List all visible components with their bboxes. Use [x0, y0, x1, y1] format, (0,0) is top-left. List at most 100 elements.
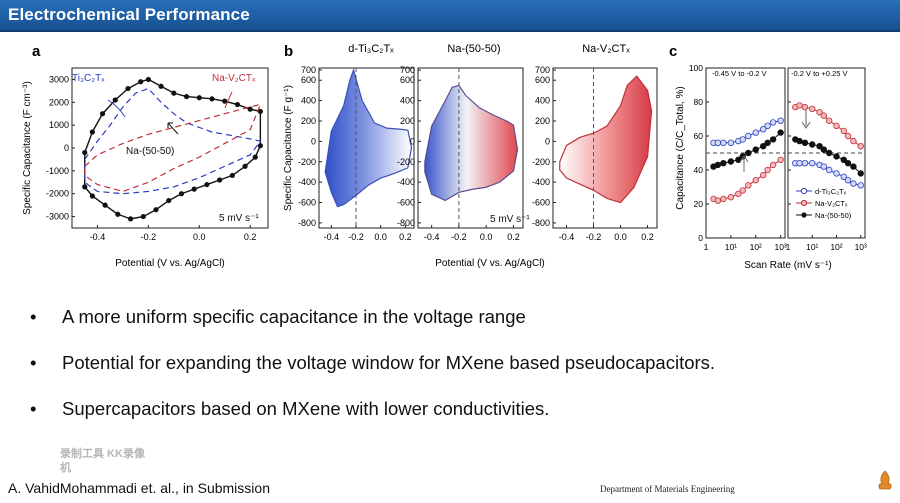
y-tick-label: 200 [535, 116, 550, 126]
data-point [739, 136, 746, 143]
data-point [809, 141, 816, 148]
data-point [840, 127, 847, 135]
y-tick-label: 400 [301, 96, 316, 106]
panel-c-window-left: -0.45 V to -0.2 V [712, 69, 767, 78]
data-point [739, 153, 746, 160]
y-tick-label: -400 [298, 177, 316, 187]
cv-area [424, 84, 519, 202]
x-tick-label: -0.4 [324, 232, 340, 242]
data-point [204, 181, 210, 188]
data-point [745, 182, 752, 189]
data-point [178, 191, 185, 197]
x-tick-label: -0.2 [141, 232, 157, 242]
data-point [752, 176, 759, 184]
x-tick-label: -0.4 [90, 232, 106, 242]
legend-marker-v [800, 199, 808, 207]
panel-a-arrow-v-icon [224, 91, 233, 109]
y-tick-label: 60 [694, 131, 704, 141]
y-tick-label: 0 [545, 136, 550, 146]
data-point [171, 90, 177, 96]
data-point [769, 119, 777, 126]
slide-title: Electrochemical Performance [8, 5, 250, 24]
data-point [222, 98, 228, 104]
panel-c-legend-ti: d-Ti₃C₂Tₓ [815, 187, 847, 196]
panel-a-arrow-ti-icon [107, 99, 126, 118]
data-point [714, 161, 722, 169]
data-point [183, 93, 190, 100]
university-logo-icon [878, 470, 892, 490]
y-tick-label: -200 [298, 157, 316, 167]
data-point [769, 136, 777, 143]
x-tick-label: -0.2 [451, 232, 467, 242]
data-point [125, 85, 131, 92]
panel-a-legend-v: Na-V₂CTₓ [212, 73, 256, 84]
legend-marker-mix [801, 212, 807, 218]
x-tick-label: 0.2 [507, 232, 520, 242]
data-point [247, 106, 253, 112]
data-point [138, 79, 144, 85]
affiliation: Department of Materials Engineering [600, 484, 735, 494]
panel-b-title-ti: d-Ti₃C₂Tₓ [348, 43, 394, 55]
data-point [153, 207, 159, 213]
bullet-item: • Supercapacitors based on MXene with lo… [30, 398, 850, 426]
x-tick-label: -0.4 [559, 232, 575, 242]
data-point [840, 156, 847, 163]
x-tick-label: -0.2 [348, 232, 364, 242]
y-tick-label: -1000 [46, 166, 69, 176]
data-point [82, 184, 88, 190]
citation: A. VahidMohammadi et. al., in Submission [8, 480, 270, 496]
panel-b-title-v: Na-V₂CTₓ [582, 43, 630, 55]
data-point [727, 158, 735, 165]
y-tick-label: -600 [397, 198, 415, 208]
y-tick-label: 600 [535, 75, 550, 85]
panel-b-title-mix: Na-(50-50) [447, 43, 500, 55]
data-point [252, 154, 258, 160]
panel-c-xlabel: Scan Rate (mV s⁻¹) [744, 260, 832, 271]
data-point [809, 105, 816, 112]
y-tick-label: -800 [298, 218, 316, 228]
bullet-text: Supercapacitors based on MXene with lowe… [62, 398, 550, 419]
panel-c-legend: d-Ti₃C₂Tₓ Na-V₂CTₓ Na-(50-50) [796, 187, 852, 220]
data-point [760, 171, 767, 179]
data-point [825, 117, 833, 124]
x-tick-label: 10¹ [806, 242, 818, 252]
y-tick-label: 0 [698, 233, 703, 243]
x-tick-label: 0.0 [374, 232, 387, 242]
title-bar: Electrochemical Performance [0, 0, 900, 32]
panel-b-label: b [284, 43, 293, 60]
data-point [801, 139, 809, 146]
data-point [140, 213, 146, 220]
y-tick-label: -800 [397, 218, 415, 228]
panel-a-rate: 5 mV s⁻¹ [219, 213, 259, 224]
panel-b-charts: -0.4 -0.2 0.0 0.2 700 600 400 200 0 -200 -400 -600 -… [298, 65, 658, 242]
data-point [739, 187, 746, 194]
x-tick-label: -0.4 [424, 232, 440, 242]
y-tick-label: 80 [694, 97, 704, 107]
data-point [796, 137, 803, 145]
data-point [833, 170, 840, 177]
y-tick-label: -200 [532, 157, 550, 167]
data-point [166, 197, 172, 204]
y-tick-label: 3000 [49, 74, 69, 84]
x-tick-label: 0.0 [614, 232, 627, 242]
data-point [777, 117, 784, 124]
y-tick-label: 40 [694, 165, 704, 175]
data-point [764, 139, 771, 146]
data-point [112, 97, 118, 103]
panel-b-frame [552, 67, 658, 229]
data-point [752, 129, 759, 136]
data-point [257, 143, 263, 149]
x-tick-label: 10² [750, 242, 762, 252]
data-point [796, 102, 803, 109]
y-tick-label: -600 [532, 198, 550, 208]
y-tick-label: 200 [301, 116, 316, 126]
y-tick-label: 400 [535, 96, 550, 106]
data-point [764, 166, 771, 174]
y-tick-label: 700 [400, 65, 415, 75]
data-point [145, 76, 151, 83]
bullet-text: Potential for expanding the voltage wind… [62, 352, 716, 373]
data-point [720, 139, 727, 146]
data-point [89, 193, 95, 199]
x-tick-label: 10² [830, 242, 842, 252]
y-tick-label: 700 [301, 65, 316, 75]
